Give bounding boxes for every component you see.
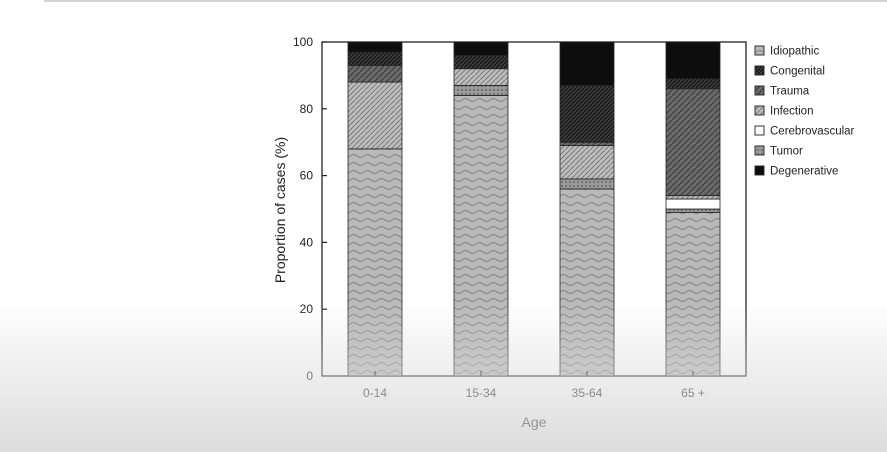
- x-tick-label: 35-64: [572, 386, 603, 400]
- legend-label-tumor: Tumor: [770, 146, 803, 158]
- bar-segment-idiopathic-0-14: [347, 148, 403, 377]
- legend-swatch-congenital: [754, 65, 765, 76]
- bar-segment-infection-65: [665, 195, 721, 200]
- legend-swatch-trauma: [754, 85, 765, 96]
- bar-segment-degenerative-0-14: [347, 41, 403, 53]
- legend-label-degenerative: Degenerative: [770, 166, 838, 178]
- bar-segment-degenerative-15-34: [453, 41, 509, 56]
- bar-segment-degenerative-35-64: [559, 41, 615, 86]
- x-tick-label: 15-34: [466, 386, 497, 400]
- x-tick-label: 65 +: [681, 386, 705, 400]
- bar-segment-congenital-65: [665, 78, 721, 90]
- legend-label-trauma: Trauma: [770, 86, 810, 98]
- bar-segment-infection-15-34: [453, 68, 509, 86]
- bar-segment-cerebrovascular-65: [665, 198, 721, 210]
- bar-segment-idiopathic-35-64: [559, 188, 615, 377]
- legend-label-congenital: Congenital: [770, 66, 825, 78]
- legend-swatch-idiopathic: [754, 45, 765, 56]
- x-axis-label: Age: [522, 414, 547, 430]
- legend-swatch-infection: [754, 105, 765, 116]
- y-tick-label: 20: [300, 302, 314, 316]
- legend-label-cerebrovascular: Cerebrovascular: [770, 126, 855, 138]
- legend-swatch-tumor: [754, 145, 765, 156]
- y-tick-label: 60: [300, 169, 314, 183]
- bar-segment-tumor-35-64: [559, 178, 615, 190]
- bar-segment-congenital-35-64: [559, 85, 615, 143]
- legend-label-infection: Infection: [770, 106, 813, 118]
- y-tick-label: 0: [306, 369, 313, 383]
- legend-swatch-degenerative: [754, 165, 765, 176]
- top-divider: [44, 0, 887, 2]
- bar-segment-trauma-0-14: [347, 64, 403, 83]
- x-tick-label: 0-14: [363, 386, 387, 400]
- legend: Idiopathic Congenital Trauma Infection Cereb…: [754, 45, 855, 178]
- y-axis-label: Proportion of cases (%): [272, 137, 288, 283]
- bar-segment-congenital-0-14: [347, 51, 403, 66]
- y-tick-label: 40: [300, 235, 314, 249]
- bar-segment-trauma-65: [665, 88, 721, 197]
- bar-segment-tumor-15-34: [453, 85, 509, 96]
- bar-segment-congenital-15-34: [453, 54, 509, 70]
- bar-segment-infection-0-14: [347, 81, 403, 150]
- bar-segment-infection-35-64: [559, 145, 615, 180]
- legend-label-idiopathic: Idiopathic: [770, 46, 819, 58]
- y-tick-label: 100: [293, 35, 313, 49]
- bar-segment-trauma-35-64: [559, 141, 615, 146]
- bar-segment-tumor-65: [665, 208, 721, 213]
- legend-swatch-cerebrovascular: [754, 125, 765, 136]
- bars-group: [347, 41, 721, 377]
- y-tick-label: 80: [300, 102, 314, 116]
- bar-segment-degenerative-65: [665, 41, 721, 80]
- bar-segment-idiopathic-65: [665, 211, 721, 377]
- bar-segment-idiopathic-15-34: [453, 95, 509, 377]
